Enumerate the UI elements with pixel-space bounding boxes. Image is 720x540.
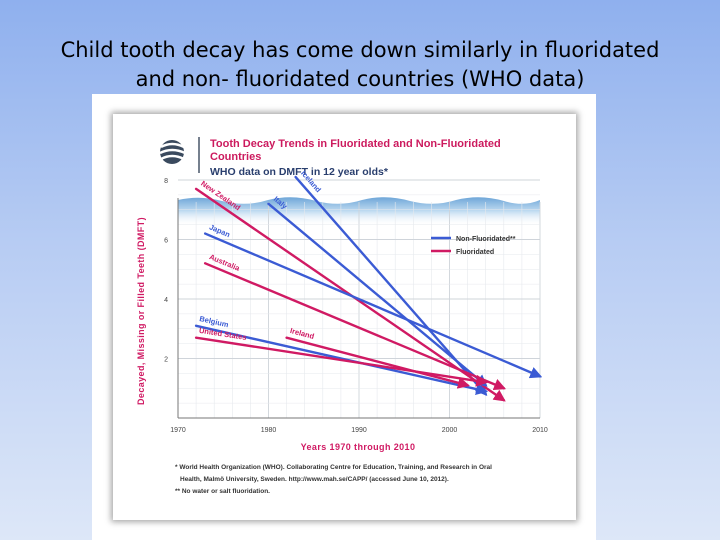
y-tick-label: 6	[164, 238, 168, 245]
x-tick-label: 2010	[532, 427, 548, 434]
slide-title: Child tooth decay has come down similarl…	[30, 36, 690, 94]
x-tick-label: 2000	[442, 427, 458, 434]
series-line	[285, 336, 470, 389]
footnote-line-3: ** No water or salt fluoridation.	[175, 488, 270, 495]
y-axis-label: Decayed, Missing or Filled Teeth (DMFT)	[136, 217, 146, 405]
chart-axes: 1970 1980 1990 2000 2010 2 4 6 8	[164, 178, 548, 434]
series-line	[203, 232, 543, 379]
x-tick-label: 1980	[261, 427, 277, 434]
y-tick-label: 8	[164, 178, 168, 185]
x-tick-label: 1970	[170, 427, 186, 434]
legend-label: Non-Fluoridated**	[456, 236, 516, 243]
globe-logo-icon	[159, 140, 186, 164]
series-label: Australia	[208, 252, 242, 273]
y-tick-label: 4	[164, 297, 168, 304]
legend-label: Fluoridated	[456, 249, 494, 256]
figure-card	[113, 114, 576, 520]
series-line	[203, 262, 507, 391]
footnote-line-2: Health, Malmö University, Sweden. http:/…	[180, 476, 449, 483]
series-line	[194, 336, 489, 387]
x-axis-label: Years 1970 through 2010	[301, 442, 416, 452]
series-line	[194, 324, 489, 395]
slide-title-line-1: Child tooth decay has come down similarl…	[60, 38, 660, 62]
y-tick-label: 2	[164, 357, 168, 364]
chart-legend: Non-Fluoridated** Fluoridated	[431, 236, 516, 256]
figure-title-line-1: Tooth Decay Trends in Fluoridated and No…	[210, 138, 501, 150]
x-tick-label: 1990	[351, 427, 367, 434]
slide-title-line-2: and non- fluoridated countries (WHO data…	[135, 67, 585, 91]
figure-subtitle: WHO data on DMFT in 12 year olds*	[210, 166, 389, 178]
figure-title-line-2: Countries	[210, 151, 261, 163]
footnote-line-1: * World Health Organization (WHO). Colla…	[175, 464, 492, 471]
series-line	[267, 202, 488, 387]
